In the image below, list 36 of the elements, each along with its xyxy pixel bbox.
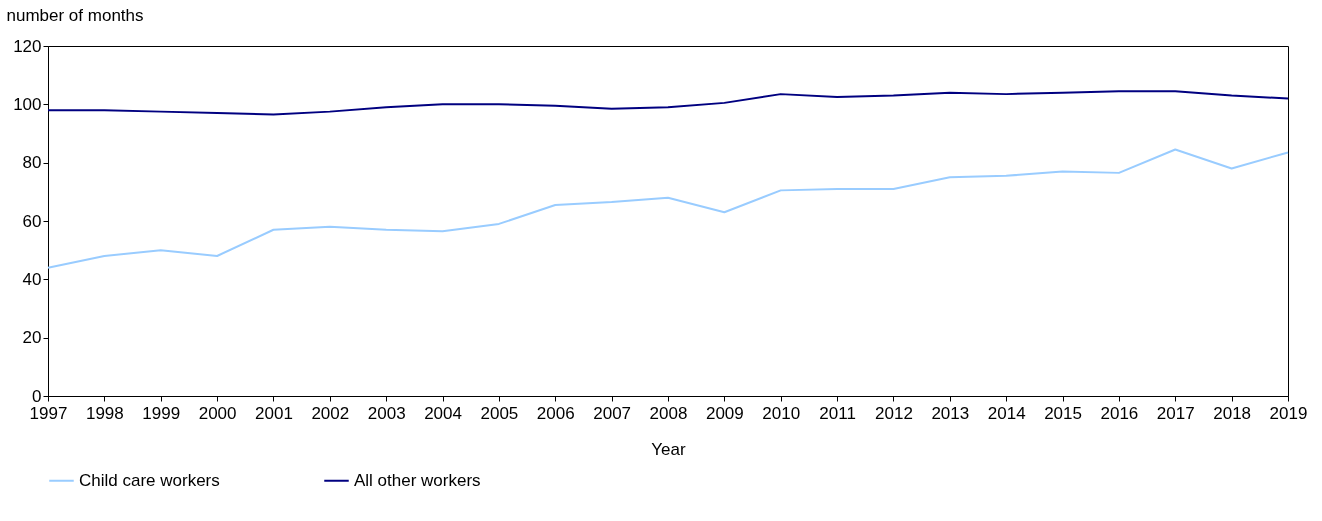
line-series — [47, 148, 1289, 269]
y-tick-label: 40 — [22, 269, 42, 289]
x-tick-label: 2008 — [649, 403, 688, 423]
y-tick-label: 60 — [22, 211, 42, 231]
x-tick-label: 2009 — [705, 403, 744, 423]
x-tick-label: 2017 — [1156, 403, 1195, 423]
x-tick-label: 2006 — [536, 403, 575, 423]
y-tick-label: 0 — [32, 386, 42, 406]
x-tick-label: 2003 — [367, 403, 406, 423]
x-tick-label: 1999 — [142, 403, 181, 423]
x-tick-label: 1997 — [29, 403, 68, 423]
legend-label: Child care workers — [79, 470, 220, 490]
x-tick-label: 2010 — [762, 403, 801, 423]
legend-label: All other workers — [354, 470, 481, 490]
x-tick-label: 2000 — [198, 403, 237, 423]
line-series — [47, 90, 1289, 116]
x-tick-label: 2005 — [480, 403, 519, 423]
x-tick-label: 2001 — [255, 403, 293, 423]
y-tick-label: 120 — [13, 36, 42, 56]
x-tick-label: 2011 — [819, 403, 856, 423]
y-tick-label: 80 — [22, 153, 42, 173]
y-tick-label: 20 — [22, 328, 42, 348]
x-tick-label: 2019 — [1269, 403, 1308, 423]
x-tick-label: 1998 — [85, 403, 124, 423]
x-tick-label: 2013 — [931, 403, 970, 423]
x-tick-label: 2012 — [875, 403, 913, 423]
x-tick-label: 2014 — [987, 403, 1026, 423]
x-tick-label: 2007 — [593, 403, 632, 423]
x-tick-label: 2015 — [1044, 403, 1082, 423]
x-axis-title: Year — [651, 439, 687, 459]
x-tick-label: 2016 — [1100, 403, 1139, 423]
y-axis-title: number of months — [6, 5, 144, 25]
x-tick-label: 2002 — [311, 403, 350, 423]
y-tick-label: 100 — [13, 94, 42, 114]
x-tick-label: 2018 — [1213, 403, 1252, 423]
x-tick-label: 2004 — [424, 403, 462, 423]
